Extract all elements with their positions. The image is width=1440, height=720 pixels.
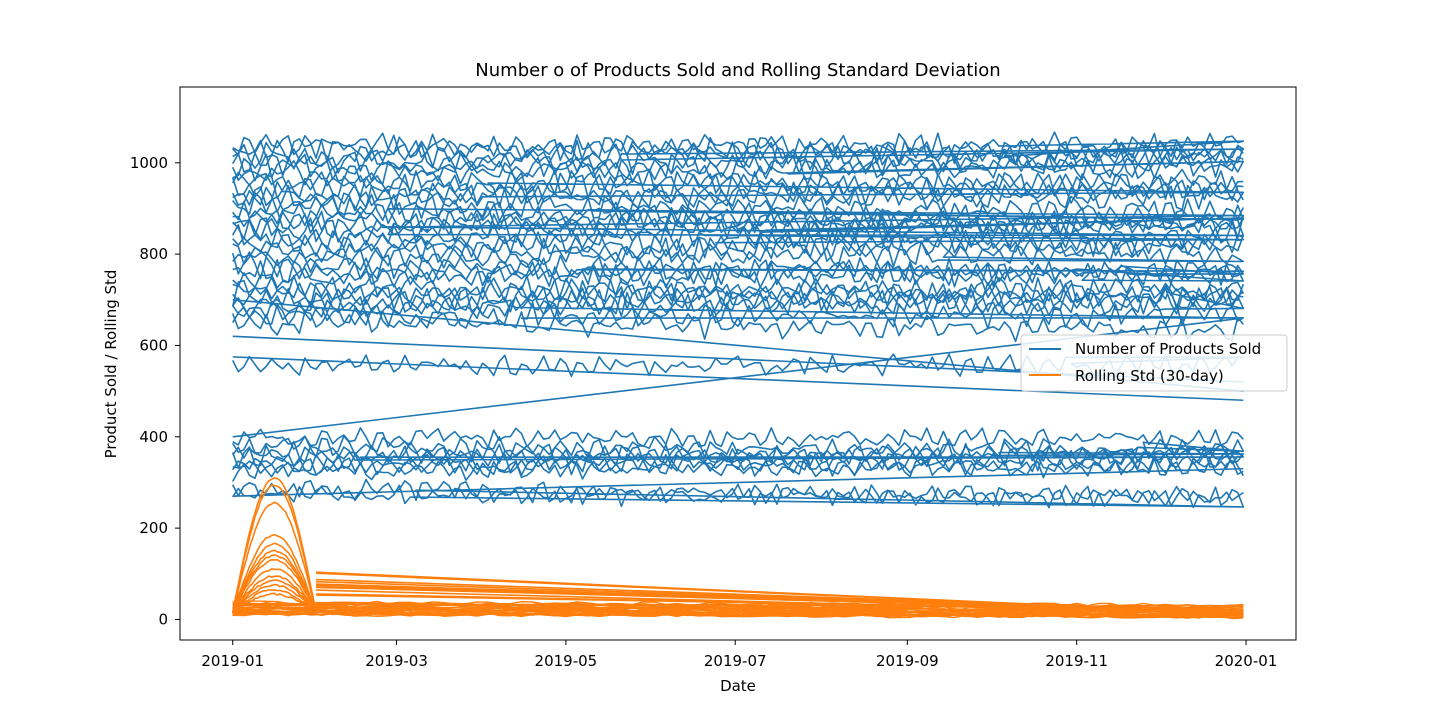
std-line [232, 601, 1244, 609]
x-tick-label: 2019-01 [201, 652, 264, 670]
std-arch [232, 579, 317, 614]
series-lines [231, 131, 1245, 620]
sold-line [231, 453, 1244, 482]
sold-line [231, 154, 1245, 186]
x-tick-label: 2019-07 [704, 652, 767, 670]
x-tick-label: 2019-03 [365, 652, 428, 670]
std-arch [231, 477, 317, 614]
y-axis: 0 200 400 600 800 1000 [130, 154, 180, 628]
y-axis-label: Product Sold / Rolling Std [102, 270, 120, 459]
sold-line [231, 310, 1244, 343]
sold-line [232, 427, 1244, 450]
sold-line [232, 356, 1244, 402]
legend-box [1020, 334, 1288, 392]
sold-line [232, 181, 1245, 211]
sold-line [232, 467, 1244, 497]
legend: Number of Products Sold Rolling Std (30-… [1020, 334, 1288, 392]
plot-area [179, 86, 1297, 641]
sold-line [231, 179, 1244, 213]
x-tick-label: 2019-05 [535, 652, 598, 670]
std-arch [231, 542, 317, 613]
y-tick-label: 0 [158, 610, 168, 628]
std-arch [231, 484, 317, 614]
y-tick-label: 200 [139, 519, 168, 537]
sold-line [232, 241, 1245, 273]
y-tick-label: 800 [139, 245, 168, 263]
y-tick-label: 400 [139, 428, 168, 446]
sold-line [231, 251, 1245, 283]
chart-title: Number o of Products Sold and Rolling St… [475, 60, 1000, 81]
std-arch [231, 533, 317, 614]
sold-line [232, 149, 1244, 182]
sold-line [232, 259, 1245, 289]
sold-line [232, 200, 1245, 231]
sold-line [232, 287, 1244, 321]
sold-line [231, 221, 1245, 251]
sold-line [232, 192, 1245, 224]
sold-line [231, 168, 1244, 199]
sold-line [232, 484, 1245, 509]
y-tick-label: 600 [139, 336, 168, 354]
std-arch [232, 583, 317, 614]
std-line [232, 604, 1244, 611]
sold-line [231, 478, 1244, 509]
sold-line [232, 233, 1245, 265]
x-tick-label: 2020-01 [1215, 652, 1278, 670]
legend-label-std: Rolling Std (30-day) [1075, 367, 1224, 385]
legend-label-sold: Number of Products Sold [1075, 340, 1261, 358]
y-tick-label: 1000 [130, 154, 168, 172]
x-tick-label: 2019-11 [1045, 652, 1108, 670]
sold-line [232, 145, 1245, 177]
x-axis-label: Date [720, 677, 756, 695]
std-line [232, 609, 1244, 617]
std-arch [232, 575, 317, 614]
sold-line [232, 131, 1245, 163]
std-arch [231, 501, 317, 614]
std-arch [232, 589, 317, 613]
x-axis: 2019-01 2019-03 2019-05 2019-07 2019-09 2019-… [201, 640, 1277, 670]
sold-line [232, 257, 1245, 287]
std-arch [232, 568, 317, 614]
sold-line [231, 441, 1245, 469]
x-tick-label: 2019-09 [876, 652, 939, 670]
sold-line [232, 139, 1245, 170]
std-arch [231, 558, 317, 614]
sold-line [232, 435, 1245, 460]
sold-line [232, 215, 1245, 244]
std-arch [231, 554, 317, 614]
std-line [232, 607, 1244, 614]
